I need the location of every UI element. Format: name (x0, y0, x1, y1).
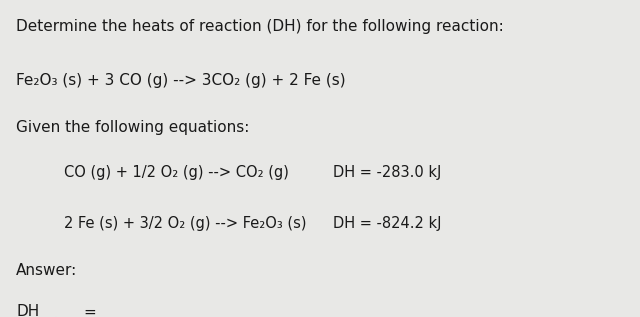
Text: DH: DH (16, 304, 39, 317)
Text: CO (g) + 1/2 O₂ (g) --> CO₂ (g): CO (g) + 1/2 O₂ (g) --> CO₂ (g) (64, 165, 289, 180)
Text: Given the following equations:: Given the following equations: (16, 120, 250, 135)
Text: Determine the heats of reaction (DH) for the following reaction:: Determine the heats of reaction (DH) for… (16, 19, 504, 34)
Text: DH = -283.0 kJ: DH = -283.0 kJ (333, 165, 441, 180)
Text: Fe₂O₃ (s) + 3 CO (g) --> 3CO₂ (g) + 2 Fe (s): Fe₂O₃ (s) + 3 CO (g) --> 3CO₂ (g) + 2 Fe… (16, 73, 346, 88)
Text: 2 Fe (s) + 3/2 O₂ (g) --> Fe₂O₃ (s): 2 Fe (s) + 3/2 O₂ (g) --> Fe₂O₃ (s) (64, 216, 307, 230)
Text: rxn: rxn (51, 315, 69, 317)
Text: Answer:: Answer: (16, 263, 77, 278)
Text: =: = (83, 304, 96, 317)
Text: DH = -824.2 kJ: DH = -824.2 kJ (333, 216, 442, 230)
